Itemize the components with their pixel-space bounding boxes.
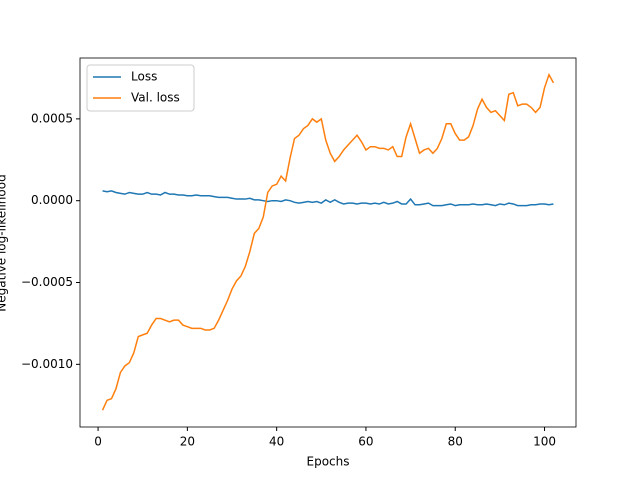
x-tick-label: 80 bbox=[448, 435, 463, 449]
x-tick-label: 40 bbox=[269, 435, 284, 449]
y-axis-label: Negative log-likelihood bbox=[0, 174, 9, 311]
y-tick-label: −0.0010 bbox=[21, 357, 73, 371]
y-tick-label: −0.0005 bbox=[21, 275, 73, 289]
x-tick-label: 100 bbox=[533, 435, 556, 449]
series-line bbox=[101, 72, 555, 411]
y-tick-label: 0.0000 bbox=[31, 193, 73, 207]
y-tick-label: 0.0005 bbox=[31, 111, 73, 125]
series-line bbox=[102, 190, 554, 207]
x-tick-label: 60 bbox=[358, 435, 373, 449]
legend-label: Val. loss bbox=[131, 91, 180, 105]
legend-label: Loss bbox=[131, 70, 157, 84]
plot-frame bbox=[79, 57, 577, 428]
x-tick-label: 20 bbox=[180, 435, 195, 449]
x-axis-label: Epochs bbox=[307, 455, 350, 469]
x-tick-label: 0 bbox=[94, 435, 102, 449]
